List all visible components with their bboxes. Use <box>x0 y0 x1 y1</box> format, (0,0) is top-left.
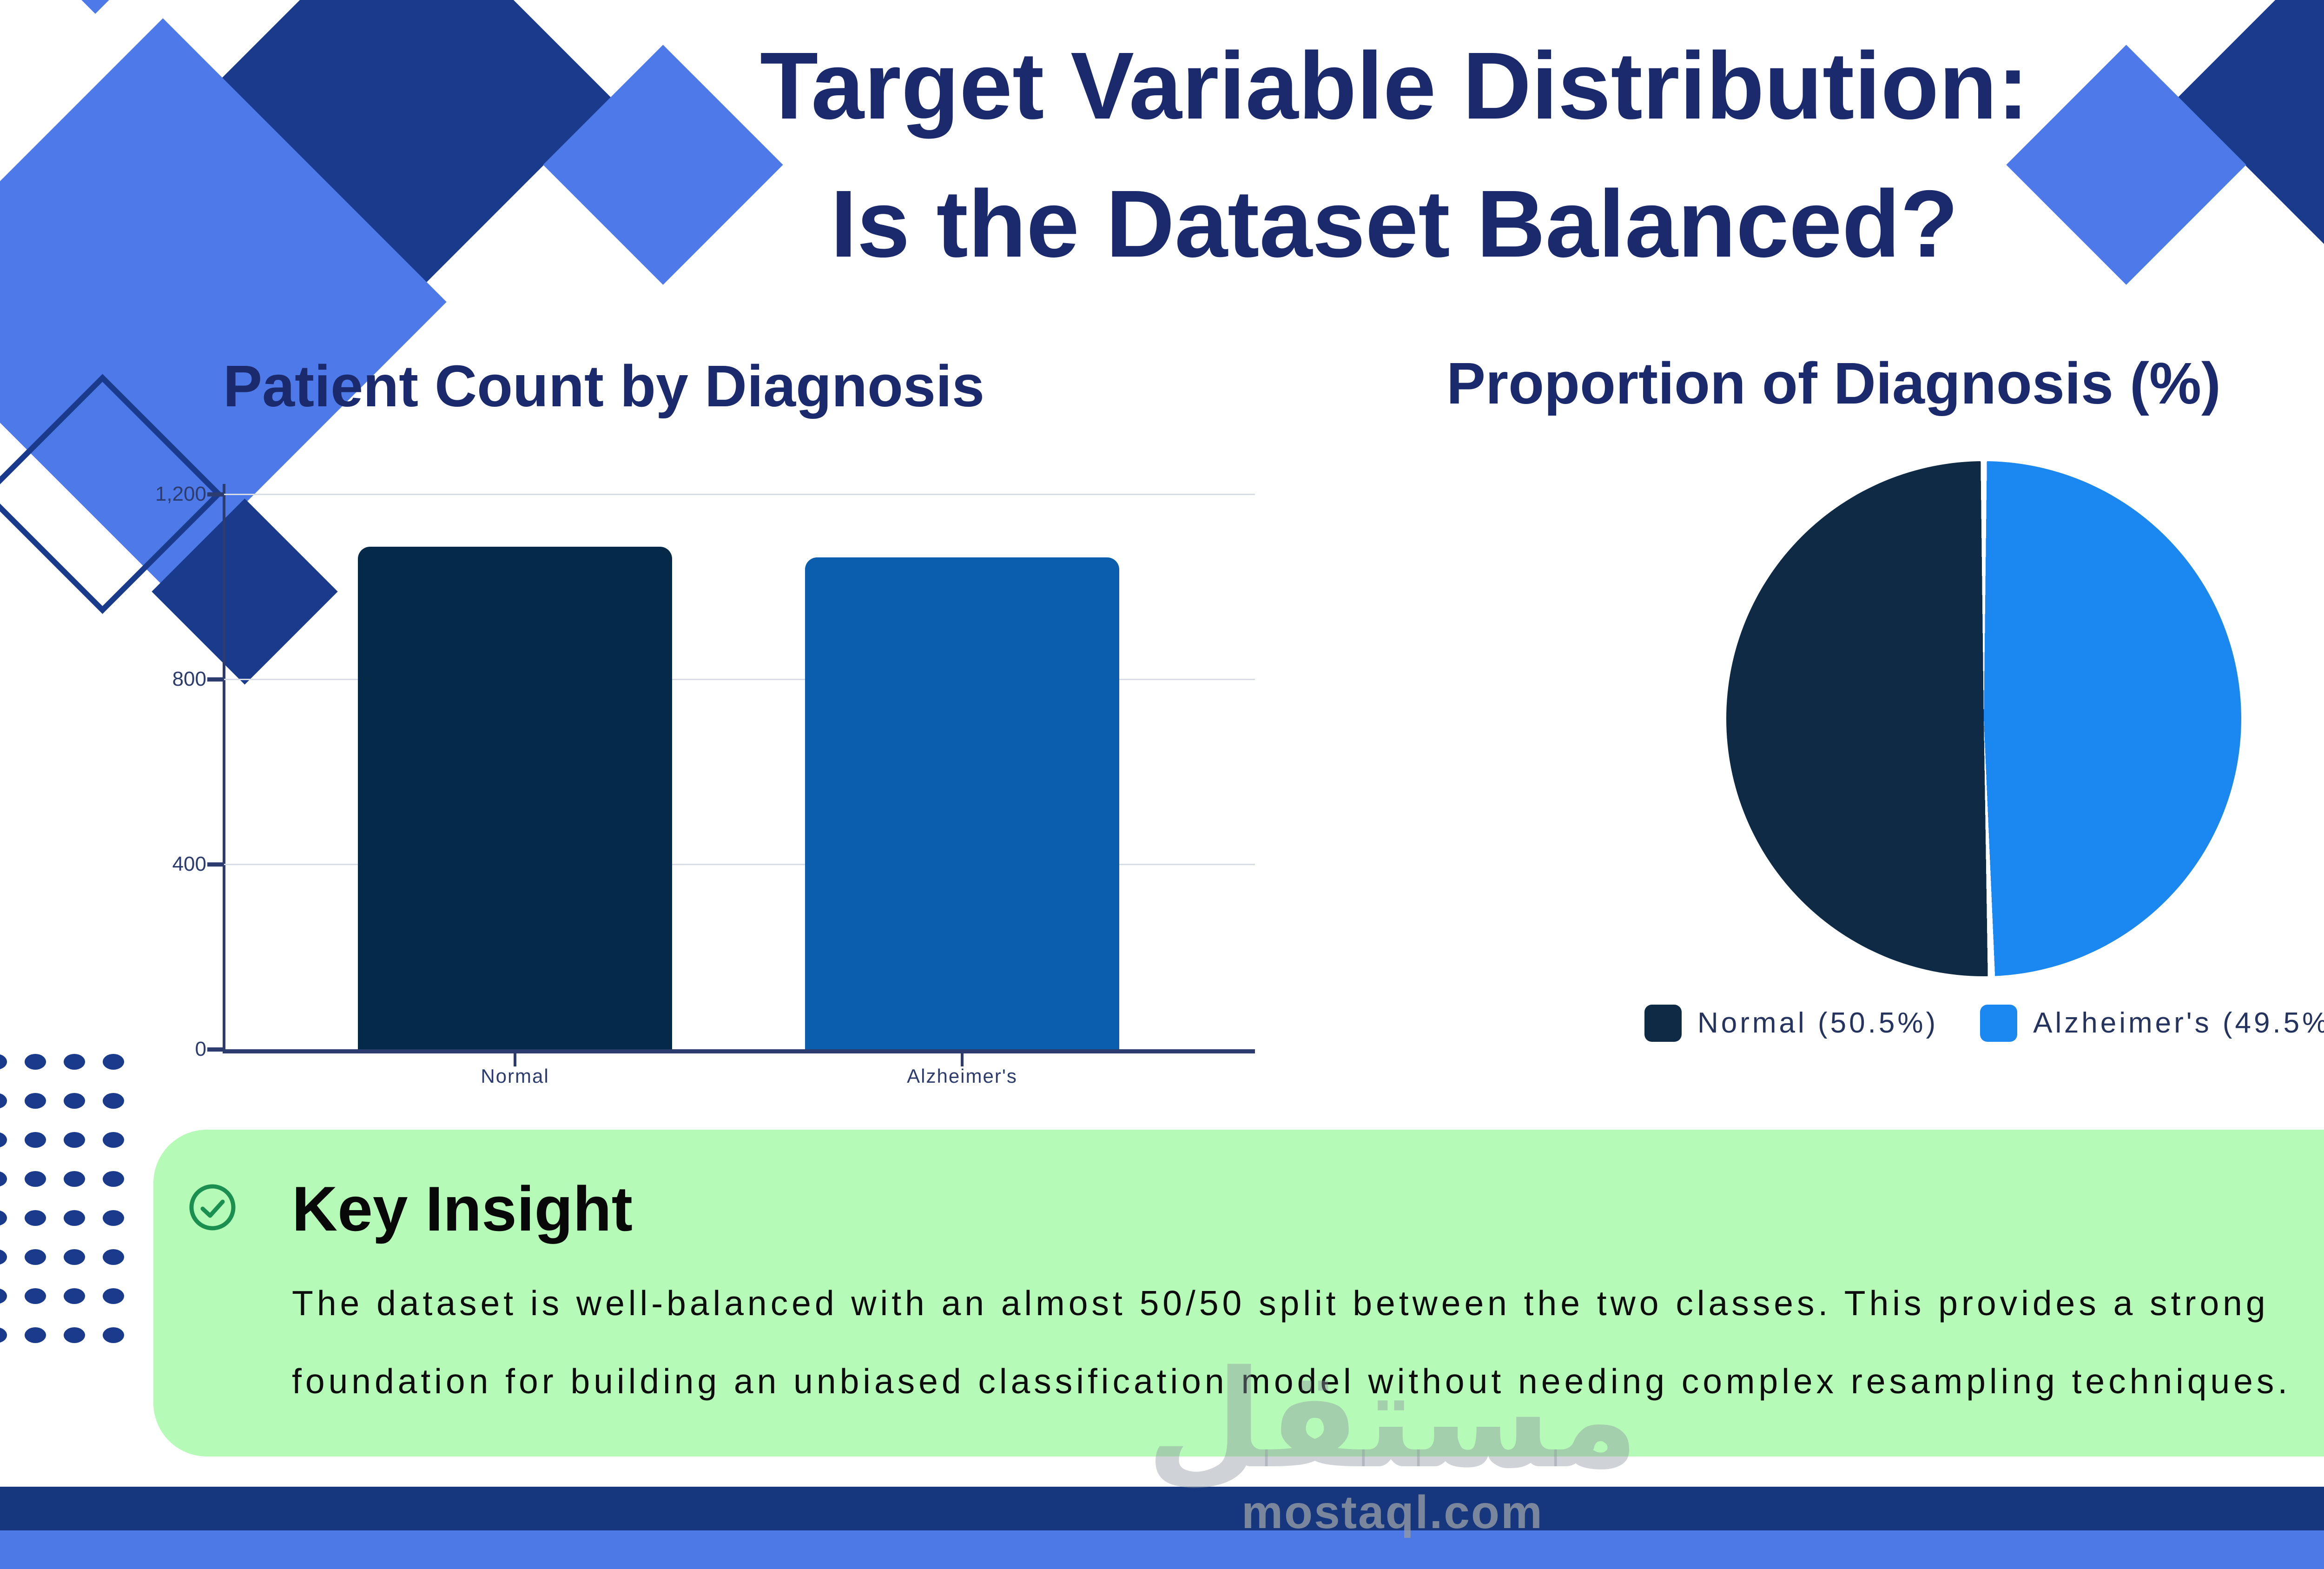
dot <box>64 1054 85 1070</box>
pie-chart <box>1726 461 2241 976</box>
page-title-line2: Is the Dataset Balanced? <box>830 171 1959 277</box>
dot <box>64 1249 85 1265</box>
gridline <box>224 864 1255 865</box>
dot <box>25 1210 46 1226</box>
dot <box>25 1132 46 1148</box>
legend-item: Normal (50.5%) <box>1644 1004 1938 1042</box>
dot <box>103 1054 124 1070</box>
y-axis-line <box>223 484 225 1053</box>
y-axis-tick <box>207 677 223 682</box>
insight-box <box>153 1130 2324 1456</box>
dot <box>0 1054 7 1070</box>
decoration-diamond-icon <box>16 0 174 14</box>
bar-chart-title: Patient Count by Diagnosis <box>223 353 985 419</box>
insight-heading: Key Insight <box>292 1173 633 1244</box>
watermark-arabic: مستقل <box>1146 1342 1639 1498</box>
y-axis-label: 0 <box>195 1038 206 1060</box>
dot <box>64 1327 85 1343</box>
dot <box>103 1171 124 1187</box>
dot <box>103 1327 124 1343</box>
legend-swatch-icon <box>1644 1005 1682 1042</box>
dot <box>25 1054 46 1070</box>
gridline <box>224 679 1255 680</box>
watermark-domain: mostaql.com <box>1241 1486 1544 1538</box>
x-axis-tick <box>961 1053 964 1066</box>
legend-swatch-icon <box>1980 1005 2018 1042</box>
x-axis-label: Normal <box>481 1065 549 1087</box>
dot <box>64 1210 85 1226</box>
dot <box>103 1249 124 1265</box>
dot <box>25 1288 46 1304</box>
y-axis-label: 400 <box>172 853 206 875</box>
page-title: Target Variable Distribution: Is the Dat… <box>0 17 2324 293</box>
dot <box>0 1132 7 1148</box>
dot-grid-left <box>0 1054 124 1343</box>
dot <box>0 1093 7 1109</box>
dot <box>0 1327 7 1343</box>
dot <box>0 1249 7 1265</box>
y-axis-tick <box>207 862 223 867</box>
y-axis-tick <box>207 492 223 497</box>
x-axis-tick <box>514 1053 516 1066</box>
dot <box>25 1093 46 1109</box>
dot <box>25 1249 46 1265</box>
pie-legend: Normal (50.5%) Alzheimer's (49.5%) <box>1644 1004 2324 1042</box>
dot <box>64 1093 85 1109</box>
dot <box>103 1093 124 1109</box>
check-circle-icon <box>189 1184 236 1231</box>
dot <box>103 1210 124 1226</box>
dot <box>64 1132 85 1148</box>
legend-label: Alzheimer's (49.5%) <box>2033 1007 2324 1039</box>
dot <box>64 1288 85 1304</box>
dot <box>0 1210 7 1226</box>
y-axis-label: 800 <box>172 668 206 690</box>
page-title-line1: Target Variable Distribution: <box>760 33 2029 139</box>
dot <box>64 1171 85 1187</box>
bottom-bar-navy <box>0 1487 2324 1530</box>
insight-body-line1: The dataset is well-balanced with an alm… <box>292 1284 2269 1323</box>
bar-normal <box>358 547 672 1049</box>
dot <box>103 1132 124 1148</box>
dot <box>0 1171 7 1187</box>
legend-item: Alzheimer's (49.5%) <box>1980 1004 2324 1042</box>
x-axis-line <box>223 1049 1255 1053</box>
y-axis-label: 1,200 <box>155 483 206 505</box>
gridline <box>224 494 1255 495</box>
dot <box>0 1288 7 1304</box>
x-axis-label: Alzheimer's <box>907 1065 1017 1087</box>
legend-label: Normal (50.5%) <box>1697 1007 1939 1039</box>
bar-alzheimers <box>805 557 1119 1049</box>
y-axis-tick <box>207 1047 223 1052</box>
insight-body-line2: foundation for building an unbiased clas… <box>292 1362 2291 1401</box>
bottom-bar-blue <box>0 1530 2324 1569</box>
dot <box>103 1288 124 1304</box>
dot <box>25 1327 46 1343</box>
bar-plot: 0 400 800 1,200 Normal Alzheimer's <box>155 484 1255 1087</box>
dot <box>25 1171 46 1187</box>
pie-chart-title: Proportion of Diagnosis (%) <box>1446 351 2221 416</box>
